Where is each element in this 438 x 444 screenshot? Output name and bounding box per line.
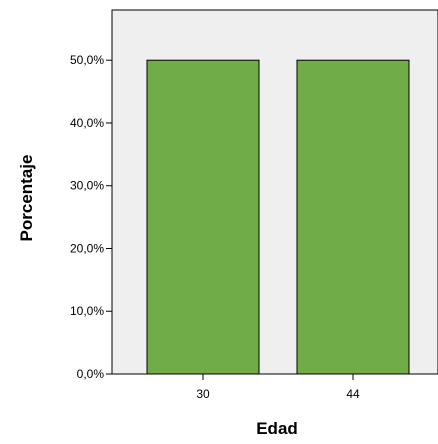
y-tick-label: 20,0% [70, 241, 104, 255]
y-axis-title: Porcentaje [17, 155, 36, 242]
x-axis: 30 44 [196, 374, 360, 401]
y-tick-label: 0,0% [77, 367, 105, 381]
y-axis: 0,0% 10,0% 20,0% 30,0% 40,0% 50,0% [70, 10, 113, 381]
y-tick-label: 30,0% [70, 179, 104, 193]
x-axis-title: Edad [256, 419, 298, 438]
x-tick-label: 44 [346, 387, 360, 401]
y-tick-label: 10,0% [70, 304, 104, 318]
bar-44 [296, 59, 410, 375]
x-tick-label: 30 [196, 387, 210, 401]
y-tick-label: 40,0% [70, 116, 104, 130]
bar-30 [146, 59, 260, 375]
y-tick-label: 50,0% [70, 53, 104, 67]
